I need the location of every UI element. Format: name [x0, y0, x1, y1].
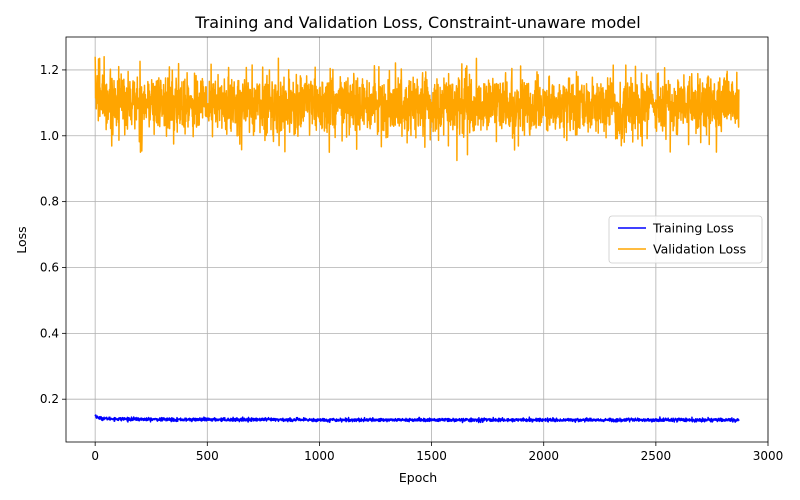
legend-label-training-loss: Training Loss [652, 221, 734, 236]
x-tick-label: 0 [91, 449, 99, 463]
chart-title: Training and Validation Loss, Constraint… [194, 13, 640, 32]
y-tick-label: 0.6 [40, 260, 59, 274]
x-tick-label: 1000 [304, 449, 335, 463]
series-lines [94, 56, 740, 424]
y-tick-label: 1.2 [40, 63, 59, 77]
x-tick-label: 2500 [641, 449, 672, 463]
y-tick-label: 0.4 [40, 326, 59, 340]
axes-frame [65, 36, 769, 443]
y-tick-label: 0.2 [40, 392, 59, 406]
axis-ticks: 0 500 1000 1500 2000 2500 3000 0.2 0.4 0.6 0.8 1.0 1… [40, 63, 783, 463]
y-tick-label: 0.8 [40, 195, 59, 209]
x-axis-label: Epoch [399, 470, 437, 485]
y-tick-label: 1.0 [40, 129, 59, 143]
training-lossline-line [94, 414, 740, 424]
y-axis-label: Loss [14, 226, 29, 253]
legend-label-validation-loss: Validation Loss [653, 242, 746, 257]
x-tick-label: 3000 [753, 449, 784, 463]
legend-box [608, 215, 763, 264]
x-tick-label: 500 [196, 449, 219, 463]
legend: Training Loss Validation Loss [608, 215, 763, 264]
validation-lossline-line [94, 56, 740, 162]
axes-border [65, 36, 769, 443]
x-tick-label: 1500 [416, 449, 447, 463]
x-tick-label: 2000 [528, 449, 559, 463]
